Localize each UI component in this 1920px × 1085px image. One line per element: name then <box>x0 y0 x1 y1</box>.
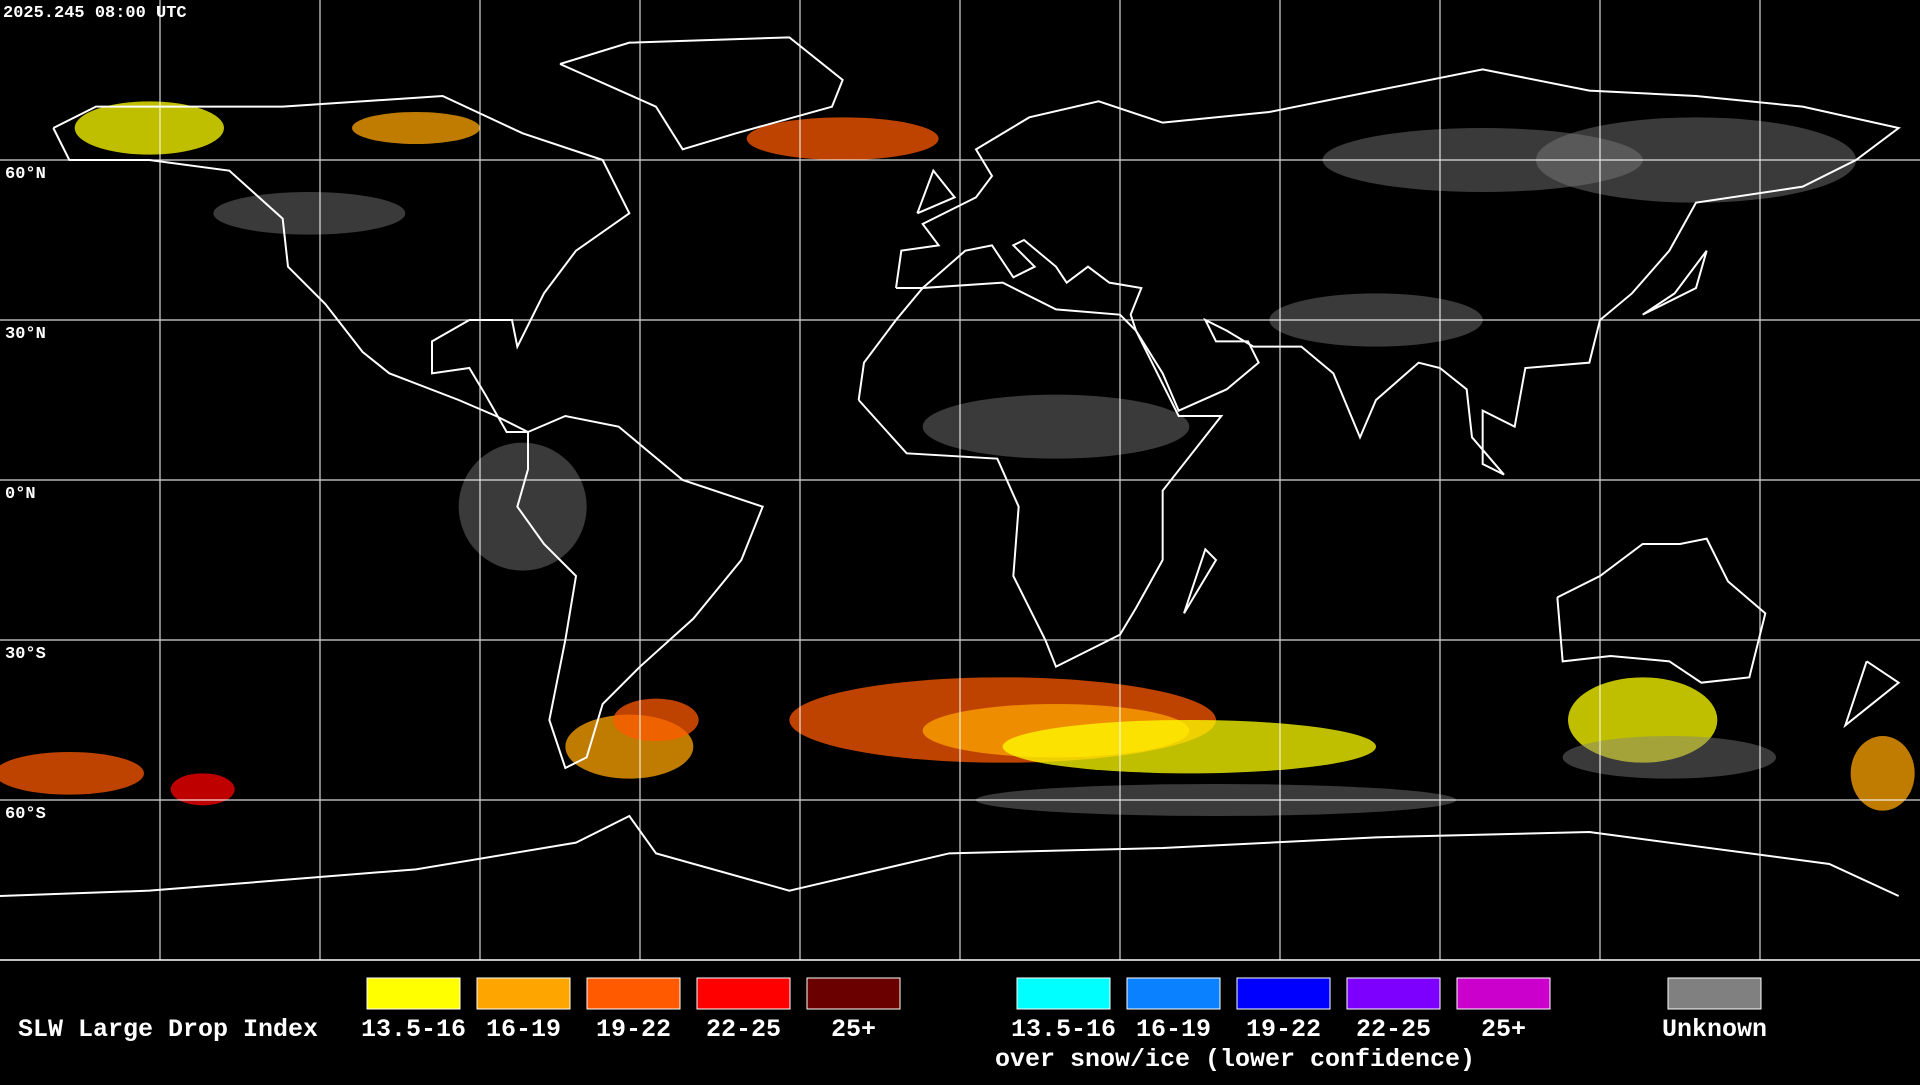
legend-swatch <box>1456 977 1551 1010</box>
coastlines <box>0 36 1902 897</box>
legend-swatch <box>586 977 681 1010</box>
legend-label: 19-22 <box>1246 1015 1321 1044</box>
coastline <box>1556 537 1767 684</box>
legend-label: 13.5-16 <box>1011 1015 1116 1044</box>
latitude-label: 60°S <box>5 805 46 824</box>
coastline <box>857 281 1224 669</box>
timestamp: 2025.245 08:00 UTC <box>3 4 187 23</box>
coastline <box>1843 660 1901 729</box>
legend-label: 16-19 <box>486 1015 561 1044</box>
legend-swatch <box>1016 977 1111 1010</box>
legend: 13.5-16 16-19 19-22 22-25 25+ 13.5-16 16-19 19-… <box>361 977 1767 1044</box>
latitude-label: 30°S <box>5 645 46 664</box>
legend-label: 22-25 <box>706 1015 781 1044</box>
coastline <box>52 94 631 433</box>
cloud-patch <box>458 442 587 571</box>
legend-swatch <box>1236 977 1331 1010</box>
legend-swatch <box>1667 977 1762 1010</box>
coastline <box>1642 250 1708 316</box>
legend-label: 19-22 <box>596 1015 671 1044</box>
latitude-label: 30°N <box>5 325 46 344</box>
coastline <box>895 68 1902 476</box>
legend-title: SLW Large Drop Index <box>18 1015 318 1044</box>
legend-label: 16-19 <box>1136 1015 1211 1044</box>
legend-label: Unknown <box>1662 1015 1767 1044</box>
cloud-patch <box>922 394 1190 459</box>
latitude-label: 60°N <box>5 165 46 184</box>
cloud-patch <box>746 117 939 160</box>
coastline <box>0 814 1900 897</box>
legend-swatch <box>1126 977 1221 1010</box>
coastline <box>559 36 844 151</box>
legend-swatch <box>806 977 901 1010</box>
coastline <box>916 168 957 215</box>
cloud-patch <box>213 192 406 235</box>
cloud-patch <box>1562 736 1777 779</box>
cloud-patch <box>170 773 235 806</box>
coastline <box>1183 547 1218 614</box>
cloud-field <box>0 101 1915 816</box>
latitude-label: 0°N <box>5 485 36 504</box>
legend-label: 22-25 <box>1356 1015 1431 1044</box>
cloud-patch <box>74 101 225 155</box>
legend-swatch <box>476 977 571 1010</box>
cloud-patch <box>613 698 699 742</box>
legend-swatch <box>366 977 461 1010</box>
legend-label: 13.5-16 <box>361 1015 466 1044</box>
cloud-patch <box>1850 736 1915 811</box>
legend-swatch <box>696 977 791 1010</box>
legend-label: 25+ <box>1481 1015 1526 1044</box>
coastline <box>516 414 764 770</box>
cloud-patch <box>1002 720 1376 774</box>
legend-label: 25+ <box>831 1015 876 1044</box>
cloud-patch <box>0 752 144 795</box>
cloud-patch <box>352 112 480 144</box>
cloud-patch <box>1568 677 1718 763</box>
snow-caption: over snow/ice (lower confidence) <box>995 1045 1475 1074</box>
graticule <box>0 0 1920 960</box>
legend-swatch <box>1346 977 1441 1010</box>
latitude-labels: 60°N 30°N 0°N 30°S 60°S <box>5 165 46 824</box>
